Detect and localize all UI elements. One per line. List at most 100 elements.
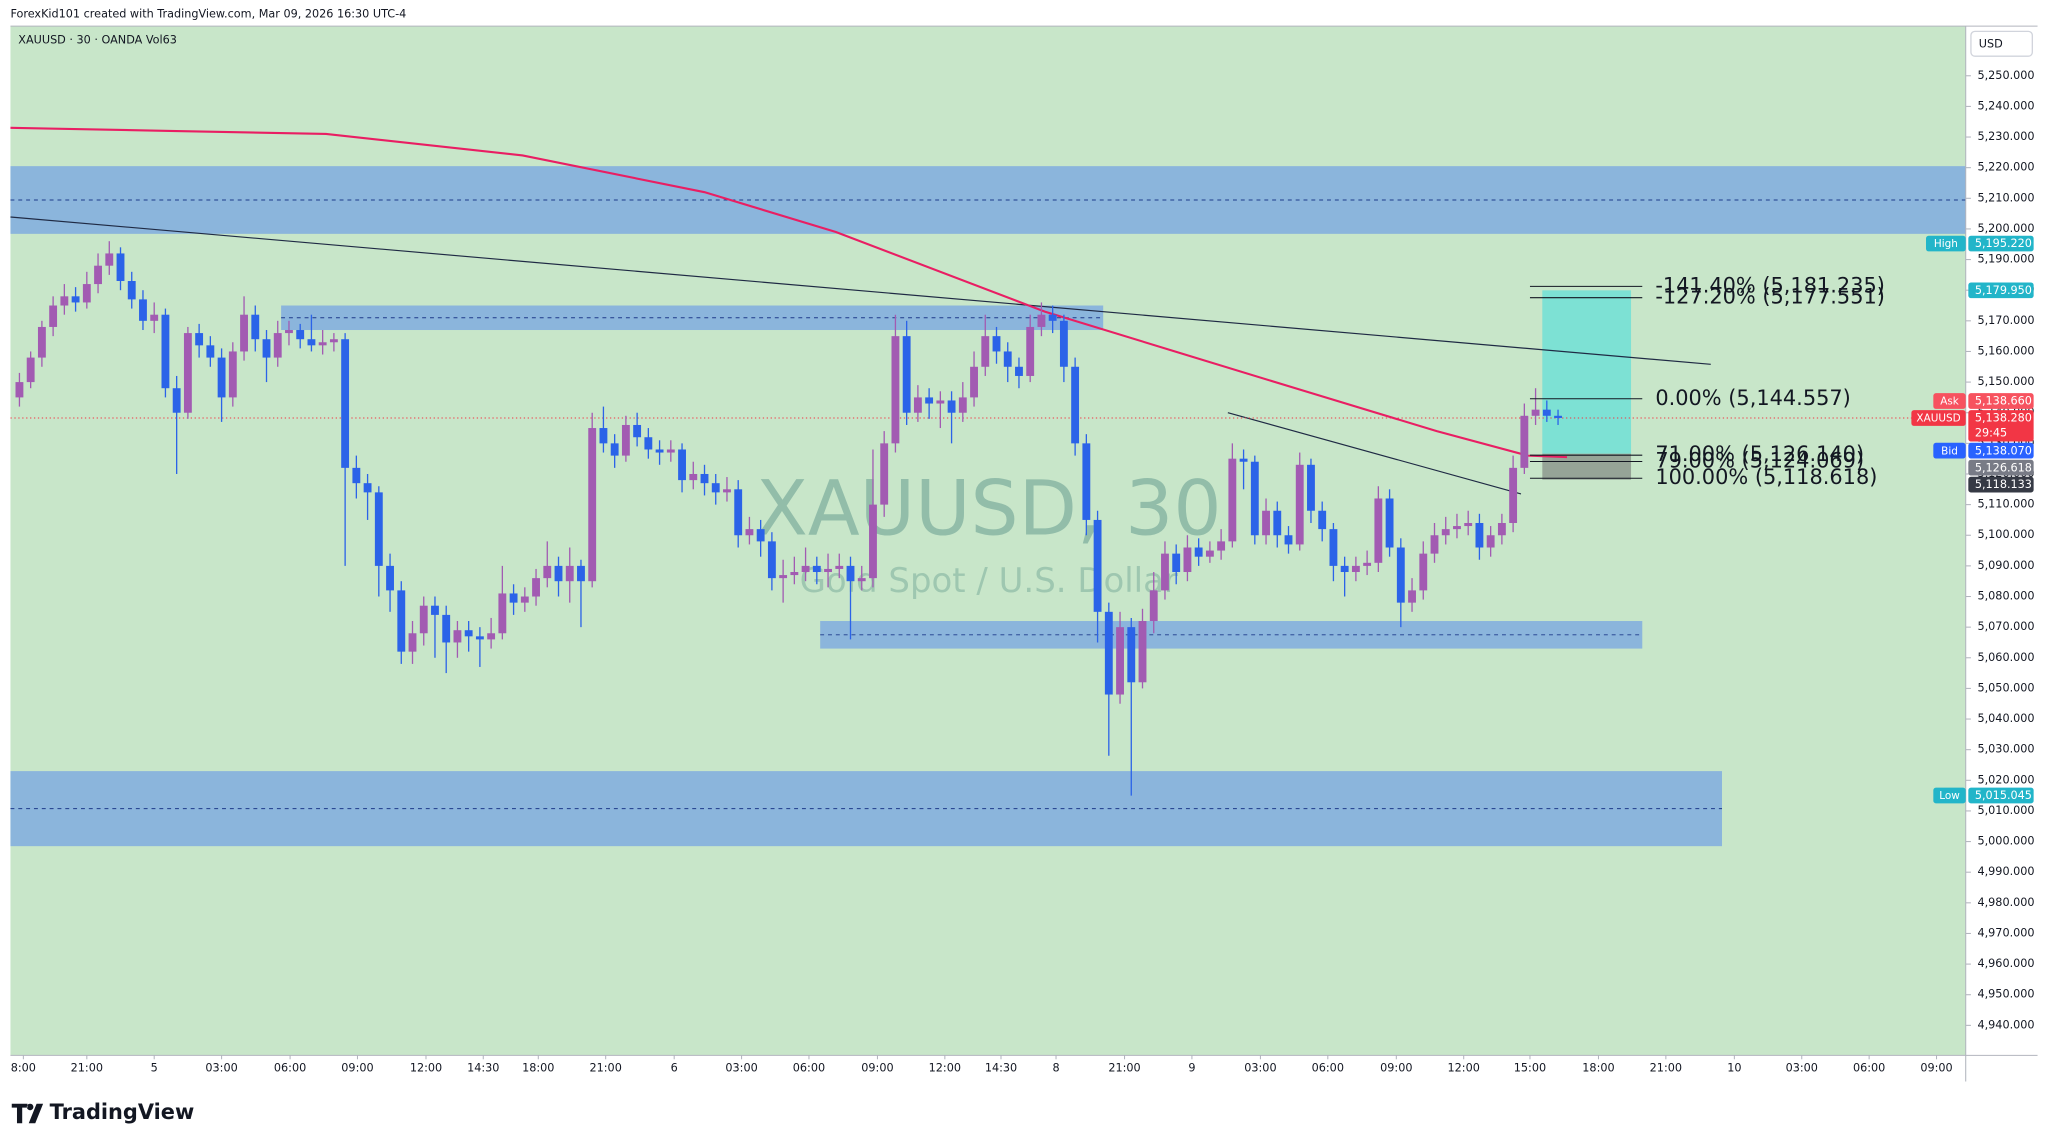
trend-line: [1227, 412, 1522, 495]
candle-body: [790, 572, 799, 576]
candle-body: [1351, 565, 1360, 573]
price-label: 5,179.950: [1975, 284, 2032, 297]
candle-body: [846, 565, 855, 582]
candle-body: [1161, 553, 1169, 591]
candle-body: [82, 284, 91, 303]
y-tick-label: 5,000.000: [1977, 835, 2034, 848]
candle-body: [273, 333, 282, 358]
candle-body: [386, 565, 394, 591]
candle-body: [195, 333, 204, 346]
y-tick-label: 5,020.000: [1977, 773, 2034, 786]
currency-button[interactable]: [1970, 30, 2033, 57]
price-label-box: [1968, 459, 2034, 476]
candle-body: [902, 336, 911, 413]
x-tick-label: 6: [671, 1061, 678, 1074]
y-tick-label: 5,200.000: [1977, 222, 2034, 235]
price-label-box: [1968, 282, 2034, 299]
candle-body: [992, 336, 1001, 352]
y-tick-label: 5,080.000: [1977, 590, 2034, 603]
candle-body: [1082, 443, 1091, 520]
y-tick-label: 5,060.000: [1977, 651, 2034, 664]
candle-body: [1385, 498, 1394, 548]
candle-body: [1059, 320, 1068, 367]
candle-body: [644, 437, 653, 450]
candle-body: [812, 565, 821, 573]
watermark-subtitle: Gold Spot / U.S. Dollar: [800, 561, 1178, 601]
candle-body: [700, 473, 709, 484]
candle-body: [1363, 562, 1372, 566]
candle-body: [1205, 550, 1214, 557]
candle-body: [71, 296, 80, 303]
candle-body: [1374, 498, 1383, 563]
y-tick-label: 5,090.000: [1977, 559, 2034, 572]
y-tick-label: 4,960.000: [1977, 957, 2034, 970]
candle-body: [1284, 535, 1293, 545]
candle-body: [318, 342, 327, 346]
candle-body: [161, 314, 170, 389]
candle-body: [543, 565, 552, 579]
y-tick-label: 5,240.000: [1977, 99, 2034, 112]
position-target: [1542, 290, 1632, 454]
candle-body: [374, 492, 383, 566]
y-tick-label: 5,050.000: [1977, 681, 2034, 694]
y-tick-label: 4,980.000: [1977, 896, 2034, 909]
candle-body: [958, 397, 967, 413]
candle-body: [913, 397, 922, 413]
candle-body: [307, 339, 316, 346]
candle-body: [1228, 458, 1237, 542]
candle-body: [487, 633, 496, 640]
candle-body: [577, 565, 585, 582]
candle-body: [891, 336, 900, 444]
candle-body: [464, 630, 473, 637]
candle-body: [1273, 510, 1282, 536]
y-tick-label: 4,950.000: [1977, 988, 2034, 1001]
candle-body: [397, 590, 406, 652]
x-tick-label: 06:00: [1853, 1061, 1885, 1074]
candle-body: [1396, 547, 1405, 603]
candle-body: [1026, 326, 1035, 376]
candle-body: [1307, 464, 1315, 511]
y-tick-label: 5,010.000: [1977, 804, 2034, 817]
candle-body: [925, 397, 934, 404]
price-tag: Low: [1939, 790, 1960, 802]
candle-body: [1520, 415, 1529, 468]
candle-body: [947, 400, 956, 413]
x-tick-label: 06:00: [793, 1061, 825, 1074]
candle-body: [341, 339, 350, 468]
y-tick-label: 5,160.000: [1977, 344, 2034, 357]
price-tag: Ask: [1940, 396, 1960, 408]
candle-body: [1441, 529, 1450, 536]
candle-body: [1318, 510, 1327, 530]
candle-body: [835, 565, 844, 569]
candle-body: [431, 605, 439, 615]
logo: [11, 1103, 44, 1124]
candle-body: [1250, 461, 1259, 536]
price-label-box: [1968, 787, 2034, 804]
candle-body: [1531, 409, 1540, 416]
candle-body: [150, 314, 159, 321]
candle-body: [183, 333, 192, 413]
candle-body: [442, 614, 451, 643]
candle-body: [251, 314, 260, 340]
candle-body: [1497, 522, 1506, 536]
fib-label: 100.00% (5,118.618): [1655, 465, 1877, 489]
price-tag-box: [1911, 410, 1966, 426]
y-tick-label: 5,070.000: [1977, 620, 2034, 633]
y-tick-label: 5,210.000: [1977, 191, 2034, 204]
price-tag-box: [1926, 235, 1966, 252]
price-tag-box: [1933, 787, 1966, 804]
candle-body: [1194, 547, 1203, 557]
x-tick-label: 12:00: [410, 1061, 442, 1074]
price-tag: XAUUSD: [1916, 413, 1960, 425]
x-tick-label: 10: [1727, 1061, 1741, 1074]
zone: [10, 166, 1966, 234]
candle-body: [1554, 415, 1562, 418]
candle-body: [824, 568, 832, 573]
price-label: 5,138.070: [1975, 444, 2032, 457]
price-label-box: [1968, 235, 2034, 252]
candle-body: [621, 424, 630, 456]
logo-mark: [11, 1103, 44, 1124]
y-tick-label: 5,190.000: [1977, 253, 2034, 266]
candle-body: [37, 326, 46, 358]
